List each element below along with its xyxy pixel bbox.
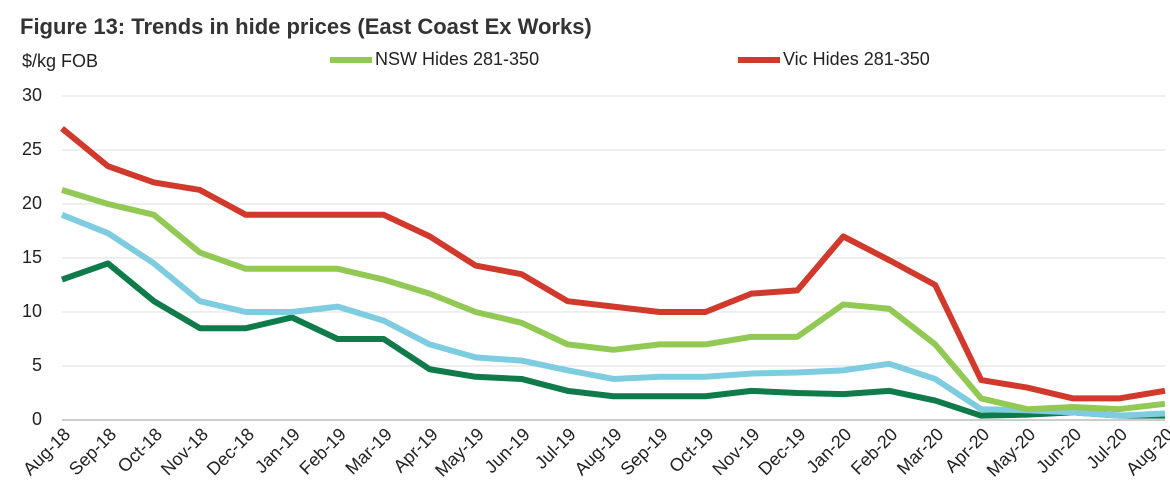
legend-label: Vic Hides 281-350 bbox=[783, 49, 930, 69]
x-tick-label: Feb-19 bbox=[295, 424, 349, 478]
y-tick-label: 0 bbox=[32, 409, 42, 429]
x-tick-label: Mar-20 bbox=[893, 424, 947, 478]
y-tick-label: 20 bbox=[22, 193, 42, 213]
x-tick-label: Feb-20 bbox=[847, 424, 901, 478]
x-tick-label: Oct-19 bbox=[665, 424, 717, 476]
x-tick-label: Oct-18 bbox=[114, 424, 166, 476]
series-line bbox=[61, 260, 1165, 419]
y-tick-label: 30 bbox=[22, 85, 42, 105]
x-tick-label: May-20 bbox=[983, 424, 1040, 481]
x-tick-label: Nov-18 bbox=[157, 424, 212, 479]
x-tick-label: Sep-18 bbox=[65, 424, 120, 479]
legend-label: NSW Hides 281-350 bbox=[375, 49, 539, 69]
x-tick-label: Aug-18 bbox=[19, 424, 74, 479]
series-line bbox=[60, 212, 1166, 419]
chart-title: Figure 13: Trends in hide prices (East C… bbox=[20, 14, 592, 39]
x-tick-label: Aug-19 bbox=[570, 424, 625, 479]
x-tick-label: Nov-19 bbox=[708, 424, 763, 479]
y-tick-label: 15 bbox=[22, 247, 42, 267]
series-line bbox=[60, 126, 1166, 402]
y-tick-label: 25 bbox=[22, 139, 42, 159]
y-tick-label: 10 bbox=[22, 301, 42, 321]
x-tick-label: Mar-19 bbox=[341, 424, 395, 478]
x-tick-label: Dec-19 bbox=[754, 424, 809, 479]
y-axis-label: $/kg FOB bbox=[22, 51, 98, 71]
x-tick-label: Sep-19 bbox=[616, 424, 671, 479]
series-line bbox=[61, 187, 1166, 413]
x-tick-label: Jan-20 bbox=[802, 424, 855, 477]
x-tick-label: Jun-20 bbox=[1032, 424, 1085, 477]
x-tick-label: Dec-18 bbox=[203, 424, 258, 479]
y-tick-label: 5 bbox=[32, 355, 42, 375]
x-tick-label: May-19 bbox=[431, 424, 488, 481]
x-tick-label: Jan-19 bbox=[251, 424, 304, 477]
x-tick-label: Jun-19 bbox=[481, 424, 534, 477]
x-tick-label: Aug-20 bbox=[1122, 424, 1170, 479]
